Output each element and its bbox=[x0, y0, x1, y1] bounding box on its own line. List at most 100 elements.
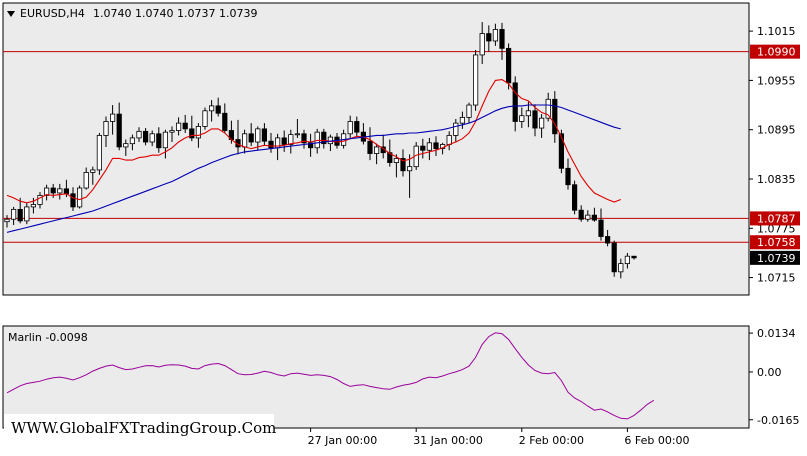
candle bbox=[519, 107, 525, 129]
candle bbox=[281, 130, 287, 152]
indicator-plot-area[interactable] bbox=[2, 325, 750, 429]
candle bbox=[208, 100, 215, 122]
candle bbox=[572, 180, 578, 215]
level-price-tag bbox=[750, 211, 800, 226]
candle bbox=[499, 22, 505, 60]
slow-ma-line bbox=[6, 104, 621, 233]
current-price-tag bbox=[750, 250, 800, 265]
candle bbox=[288, 129, 294, 154]
candle bbox=[354, 116, 360, 138]
candle bbox=[532, 104, 538, 137]
candle bbox=[268, 132, 274, 153]
candle bbox=[406, 154, 413, 198]
candle bbox=[149, 130, 155, 147]
candle bbox=[420, 138, 426, 159]
time-tick-label: 31 Jan 00:00 bbox=[413, 434, 483, 447]
candle bbox=[175, 117, 182, 136]
level-price-tag bbox=[750, 44, 800, 59]
candle bbox=[77, 185, 83, 209]
candle bbox=[136, 127, 142, 143]
candle bbox=[565, 158, 571, 190]
candle bbox=[248, 123, 254, 147]
candle bbox=[10, 206, 17, 225]
candle bbox=[552, 91, 558, 143]
candle bbox=[202, 107, 208, 130]
candle bbox=[301, 129, 307, 149]
candle bbox=[367, 127, 373, 161]
current-price-label: 1.0739 bbox=[757, 252, 796, 265]
price-tick-label: 1.0715 bbox=[757, 272, 796, 285]
candle bbox=[162, 129, 168, 159]
candle bbox=[123, 139, 129, 156]
candle bbox=[545, 92, 551, 122]
price-tick-label: 1.1015 bbox=[757, 25, 796, 38]
candle bbox=[631, 255, 637, 260]
candle bbox=[459, 111, 466, 129]
candle bbox=[611, 240, 617, 277]
dropdown-arrow-icon[interactable] bbox=[7, 11, 15, 17]
candle bbox=[255, 126, 261, 151]
candle bbox=[17, 197, 23, 224]
candle bbox=[539, 114, 545, 138]
candle bbox=[598, 208, 604, 241]
candle bbox=[525, 101, 532, 128]
time-tick-label: 2 Feb 00:00 bbox=[519, 434, 584, 447]
candle bbox=[585, 210, 591, 222]
candle bbox=[156, 127, 162, 153]
candle bbox=[327, 134, 334, 152]
candle bbox=[373, 143, 380, 165]
symbol-label: EURUSD,H4 bbox=[20, 7, 85, 20]
candle bbox=[505, 43, 512, 90]
price-tick-label: 1.0775 bbox=[757, 222, 796, 235]
indicator-tick-label: 0.0134 bbox=[757, 327, 796, 340]
candle bbox=[110, 105, 116, 135]
indicator-label: Marlin -0.0098 bbox=[8, 331, 88, 344]
candle bbox=[103, 116, 109, 147]
candle bbox=[222, 103, 228, 133]
candle bbox=[96, 132, 102, 175]
candle bbox=[169, 126, 175, 143]
candle bbox=[393, 154, 400, 178]
candle bbox=[492, 23, 499, 46]
indicator-tick-label: 0.00 bbox=[757, 366, 782, 379]
indicator-tick-label: -0.0165 bbox=[757, 414, 799, 427]
candle bbox=[618, 258, 624, 279]
candle bbox=[24, 202, 30, 225]
candle bbox=[486, 25, 492, 52]
candle bbox=[129, 134, 135, 151]
candle bbox=[294, 119, 301, 138]
price-tick-label: 1.0955 bbox=[757, 74, 796, 87]
level-price-label: 1.0787 bbox=[757, 212, 796, 225]
level-price-label: 1.0758 bbox=[757, 236, 796, 249]
candle bbox=[4, 215, 10, 228]
candle bbox=[57, 183, 63, 200]
fast-ma-line bbox=[6, 79, 621, 204]
candle bbox=[70, 187, 76, 212]
marlin-line bbox=[6, 332, 655, 420]
watermark-box bbox=[4, 414, 274, 448]
candle bbox=[472, 50, 479, 111]
candle bbox=[37, 192, 43, 209]
level-price-tag bbox=[750, 235, 800, 250]
candle bbox=[321, 128, 327, 149]
time-tick-label: 27 Jan 00:00 bbox=[308, 434, 378, 447]
candle bbox=[426, 137, 433, 161]
candle bbox=[44, 184, 50, 201]
candle bbox=[400, 149, 406, 177]
candle bbox=[261, 123, 268, 146]
candle bbox=[512, 76, 518, 132]
candle bbox=[182, 114, 188, 133]
candle bbox=[142, 128, 149, 146]
candle bbox=[90, 166, 96, 185]
candle bbox=[433, 136, 439, 156]
level-price-label: 1.0990 bbox=[757, 46, 796, 59]
candle bbox=[605, 229, 611, 247]
candle bbox=[307, 133, 314, 157]
candle bbox=[83, 167, 89, 190]
candle bbox=[189, 115, 195, 142]
candle bbox=[215, 97, 221, 117]
candle bbox=[116, 102, 122, 151]
time-tick-label: 6 Feb 00:00 bbox=[624, 434, 689, 447]
